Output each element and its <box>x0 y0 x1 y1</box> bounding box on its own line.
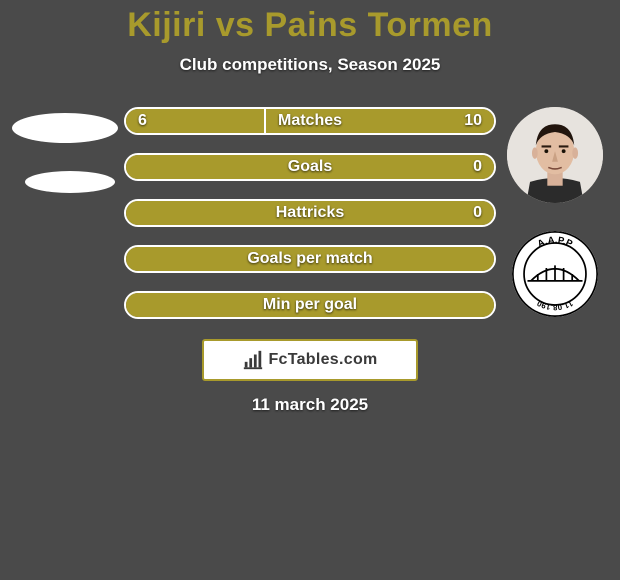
left-side-column <box>10 107 120 193</box>
content-root: Kijiri vs Pains Tormen Club competitions… <box>0 0 620 580</box>
right-side-column: A.A.P.P 11.08.190 <box>500 107 610 317</box>
player-photo-svg <box>507 107 603 203</box>
date-line: 11 march 2025 <box>0 395 620 415</box>
club-crest: A.A.P.P 11.08.190 <box>512 231 598 317</box>
left-placeholder-1 <box>12 113 118 143</box>
stat-right-value: 0 <box>473 201 482 225</box>
stat-right-value: 0 <box>473 155 482 179</box>
left-placeholder-2 <box>25 171 115 193</box>
stat-label: Goals per match <box>126 247 494 271</box>
stat-bar-matches: Matches6 10 <box>124 107 496 135</box>
stat-bar-hattricks: Hattricks0 <box>124 199 496 227</box>
page-subtitle: Club competitions, Season 2025 <box>0 55 620 75</box>
page-title: Kijiri vs Pains Tormen <box>0 0 620 45</box>
player-photo <box>507 107 603 203</box>
stat-bar-goals: Goals0 <box>124 153 496 181</box>
club-crest-svg: A.A.P.P 11.08.190 <box>512 231 598 317</box>
main-row: Matches610Goals0Hattricks0Goals per matc… <box>0 107 620 319</box>
stat-left-value: 6 <box>138 109 147 133</box>
stat-bar-goals-per-match: Goals per match <box>124 245 496 273</box>
brand-box[interactable]: FcTables.com <box>202 339 418 381</box>
stat-label: Min per goal <box>126 293 494 317</box>
stat-bar-min-per-goal: Min per goal <box>124 291 496 319</box>
stat-label: Matches <box>126 109 494 133</box>
stat-label: Goals <box>126 155 494 179</box>
stat-label: Hattricks <box>126 201 494 225</box>
stat-right-value: 10 <box>464 109 482 133</box>
brand-text: FcTables.com <box>268 351 377 369</box>
stats-column: Matches610Goals0Hattricks0Goals per matc… <box>120 107 500 319</box>
bar-chart-icon <box>242 349 264 371</box>
